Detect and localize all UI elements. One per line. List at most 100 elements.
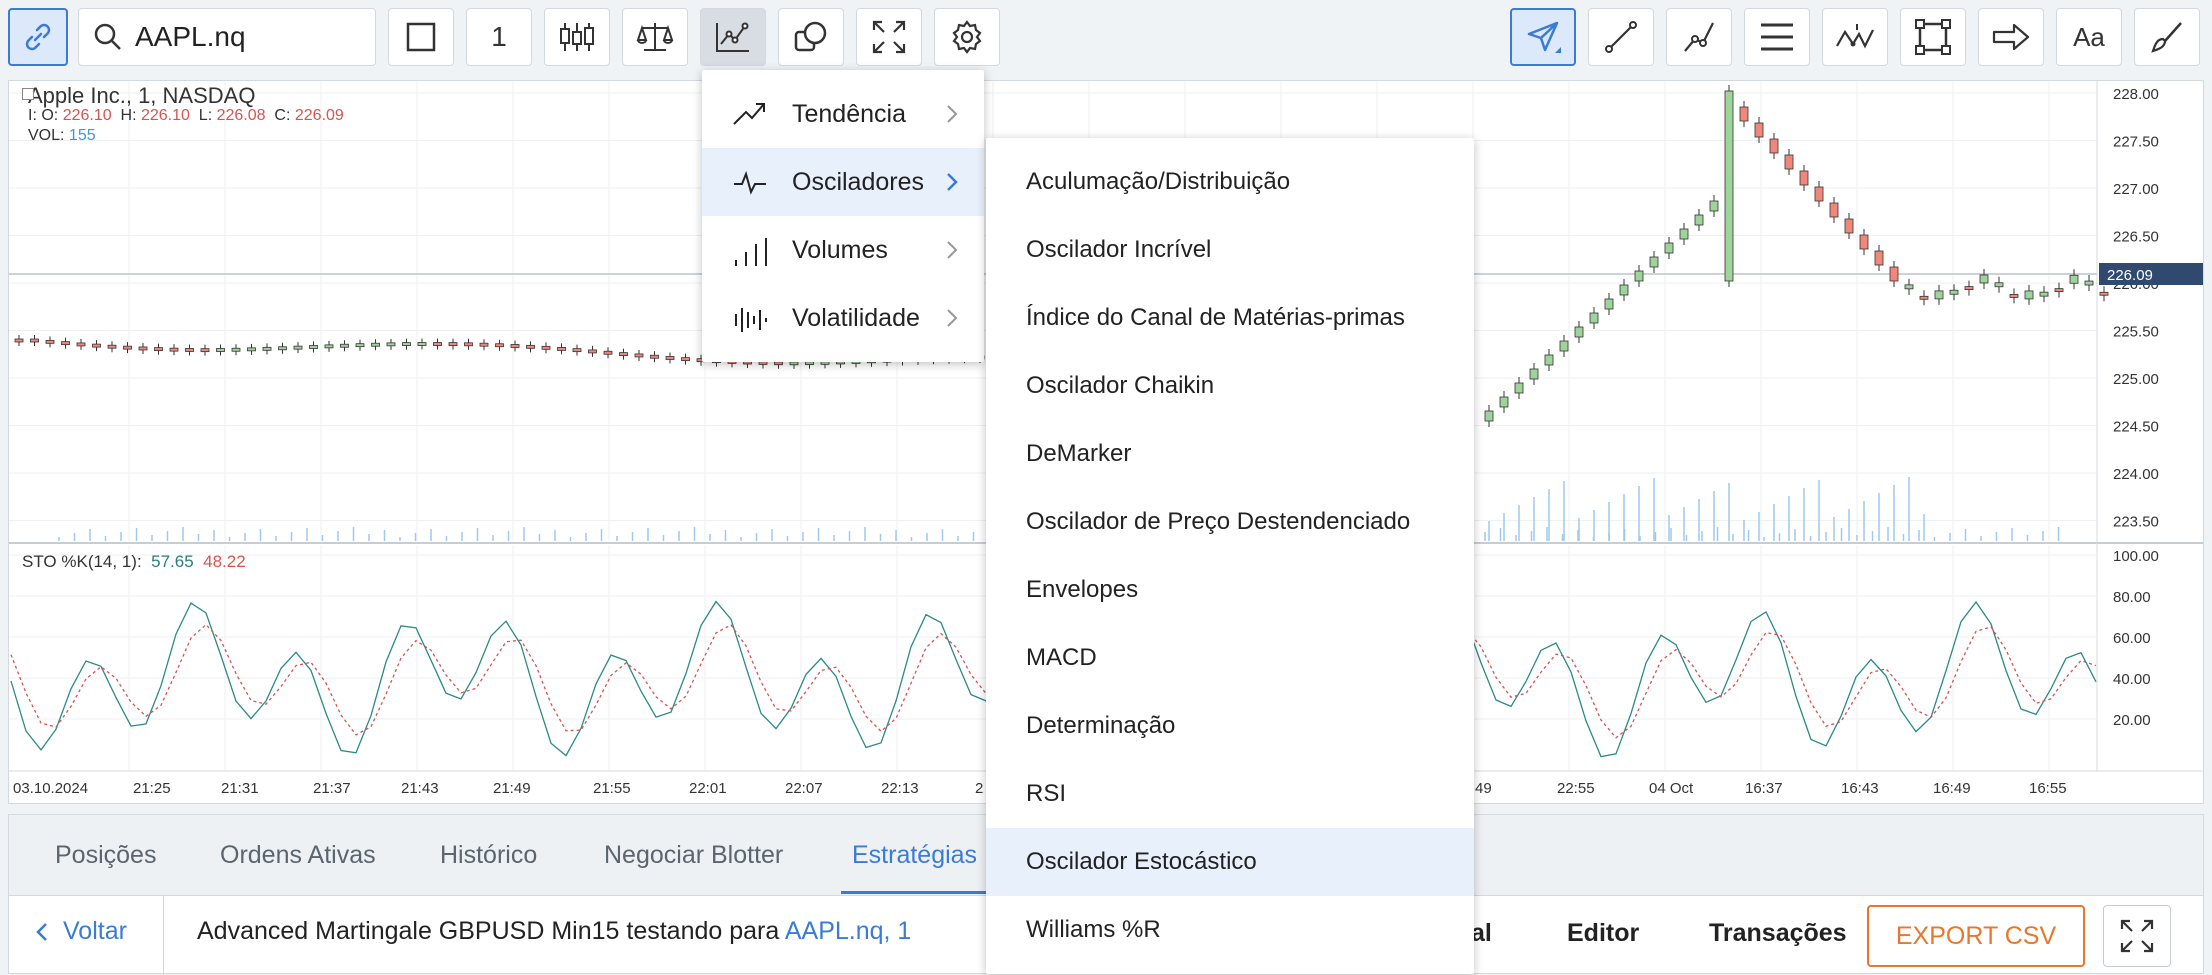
main-toolbar: AAPL.nq 1 Aa: [0, 0, 2212, 76]
candle-body: [402, 342, 411, 347]
oscillator-item[interactable]: RSI: [986, 760, 1474, 828]
line-tool-button[interactable]: [1588, 8, 1654, 66]
editor-link[interactable]: Editor: [1567, 919, 1640, 947]
candle-body: [1754, 122, 1764, 138]
oscillator-item[interactable]: Oscilador Incrível: [986, 216, 1474, 284]
close-label: C:: [274, 107, 291, 124]
candle-body: [557, 347, 566, 351]
expand-panel-button[interactable]: [2103, 905, 2171, 967]
rectangle-tool-button[interactable]: [1900, 8, 1966, 66]
candle-body: [417, 342, 427, 346]
oscillator-item[interactable]: Oscilador de Preço Destendenciado: [986, 488, 1474, 556]
oscillator-item[interactable]: Índice do Canal de Matérias-primas: [986, 284, 1474, 352]
volume-value: 155: [68, 127, 96, 144]
brush-tool-button[interactable]: [2134, 8, 2200, 66]
menu-item-volumes[interactable]: Volumes: [702, 216, 984, 284]
shapes-button[interactable]: [778, 8, 844, 66]
indicators-button[interactable]: [700, 8, 766, 66]
candle-body: [603, 350, 613, 355]
polyline-tool-button[interactable]: [1666, 8, 1732, 66]
candle-body: [1604, 298, 1614, 310]
candle-body: [448, 342, 458, 346]
fib-tool-button[interactable]: [1744, 8, 1810, 66]
candle-body: [1829, 202, 1839, 218]
pattern-icon: [1836, 24, 1874, 49]
oscillator-item[interactable]: Envelopes: [986, 556, 1474, 624]
transactions-link[interactable]: Transações: [1709, 919, 1847, 947]
search-icon: [94, 23, 121, 50]
time-tick-label: 03.10.2024: [13, 780, 88, 797]
partial-tab-label[interactable]: al: [1471, 919, 1492, 947]
time-tick-label: 21:49: [493, 780, 531, 797]
candle-body: [2024, 290, 2034, 300]
oscillator-item[interactable]: Williams %R: [986, 896, 1474, 964]
volatility-icon: [735, 308, 767, 332]
candle-body: [293, 345, 303, 350]
menu-item-oscillators[interactable]: Osciladores: [702, 148, 984, 216]
oscillator-label: Oscilador Chaikin: [1026, 372, 1215, 399]
price-tick-label: 225.50: [2113, 324, 2159, 341]
candle-body: [1994, 282, 2004, 288]
price-tick-label: 226.50: [2113, 229, 2159, 246]
high-value: 226.10: [140, 107, 190, 124]
oscillator-item-selected[interactable]: Oscilador Estocástico: [986, 828, 1474, 896]
fullscreen-button[interactable]: [856, 8, 922, 66]
candle-body: [1544, 354, 1554, 366]
oscillator-item[interactable]: Aculumação/Distribuição: [986, 148, 1474, 216]
chevron-right-icon: [947, 173, 958, 191]
candle-body: [1844, 218, 1854, 234]
symbol-search[interactable]: AAPL.nq: [78, 8, 376, 66]
chart-style-button[interactable]: [388, 8, 454, 66]
candle-body: [278, 346, 287, 351]
link-button[interactable]: [8, 8, 68, 66]
candle-body: [1724, 90, 1734, 282]
oscillator-label: Aculumação/Distribuição: [1026, 168, 1291, 195]
oscillators-submenu: Aculumação/Distribuição Oscilador Incrív…: [986, 138, 1474, 974]
oscillator-label: MACD: [1026, 644, 1097, 671]
candle-body: [262, 346, 272, 351]
settings-button[interactable]: [934, 8, 1000, 66]
menu-item-trend[interactable]: Tendência: [702, 80, 984, 148]
oscillator-item[interactable]: MACD: [986, 624, 1474, 692]
oscillator-item[interactable]: Determinação: [986, 692, 1474, 760]
collapse-legend-icon[interactable]: [22, 88, 34, 100]
menu-item-label: Volatilidade: [792, 303, 920, 332]
candle-body: [1904, 284, 1914, 290]
arrow-tool-button[interactable]: [1978, 8, 2044, 66]
sto-tick-label: 60.00: [2113, 630, 2151, 647]
candle-body: [30, 338, 39, 343]
price-tick-label: 228.00: [2113, 86, 2159, 103]
price-tick-label: 227.50: [2113, 134, 2159, 151]
time-tick-label: 21:25: [133, 780, 171, 797]
shapes-icon: [794, 21, 827, 52]
text-tool-button[interactable]: Aa: [2056, 8, 2122, 66]
divider: [163, 895, 164, 975]
compare-button[interactable]: [622, 8, 688, 66]
cursor-tool-button[interactable]: [1510, 8, 1576, 66]
export-csv-button[interactable]: EXPORT CSV: [1867, 905, 2085, 967]
menu-item-volatility[interactable]: Volatilidade: [702, 284, 984, 352]
candle-body: [371, 342, 380, 347]
candle-body: [1514, 382, 1524, 394]
candlestick-icon: [560, 23, 594, 51]
oscillator-item[interactable]: DeMarker: [986, 420, 1474, 488]
horizontal-lines-icon: [1761, 23, 1793, 51]
interval-button[interactable]: 1: [466, 8, 532, 66]
tab-positions[interactable]: Posições: [55, 841, 157, 869]
tab-active-orders[interactable]: Ordens Ativas: [220, 841, 376, 869]
oscillator-item[interactable]: Oscilador Chaikin: [986, 352, 1474, 420]
tab-history[interactable]: Histórico: [440, 841, 538, 869]
tab-strategies[interactable]: Estratégias: [852, 841, 978, 869]
indicators-icon: [716, 22, 749, 52]
candles-button[interactable]: [544, 8, 610, 66]
pattern-tool-button[interactable]: [1822, 8, 1888, 66]
candle-body: [92, 343, 101, 348]
candle-body: [107, 344, 117, 349]
sto-label: STO %K(14, 1):: [22, 552, 142, 571]
strategy-symbol-link[interactable]: AAPL.nq, 1: [784, 917, 912, 945]
ohlc-row: I: O: 226.10 H: 226.10 L: 226.08 C: 226.…: [28, 106, 344, 126]
back-button[interactable]: Voltar: [35, 917, 127, 946]
tab-trade-blotter[interactable]: Negociar Blotter: [604, 841, 784, 869]
candle-body: [774, 361, 783, 366]
candle-body: [1979, 274, 1989, 284]
